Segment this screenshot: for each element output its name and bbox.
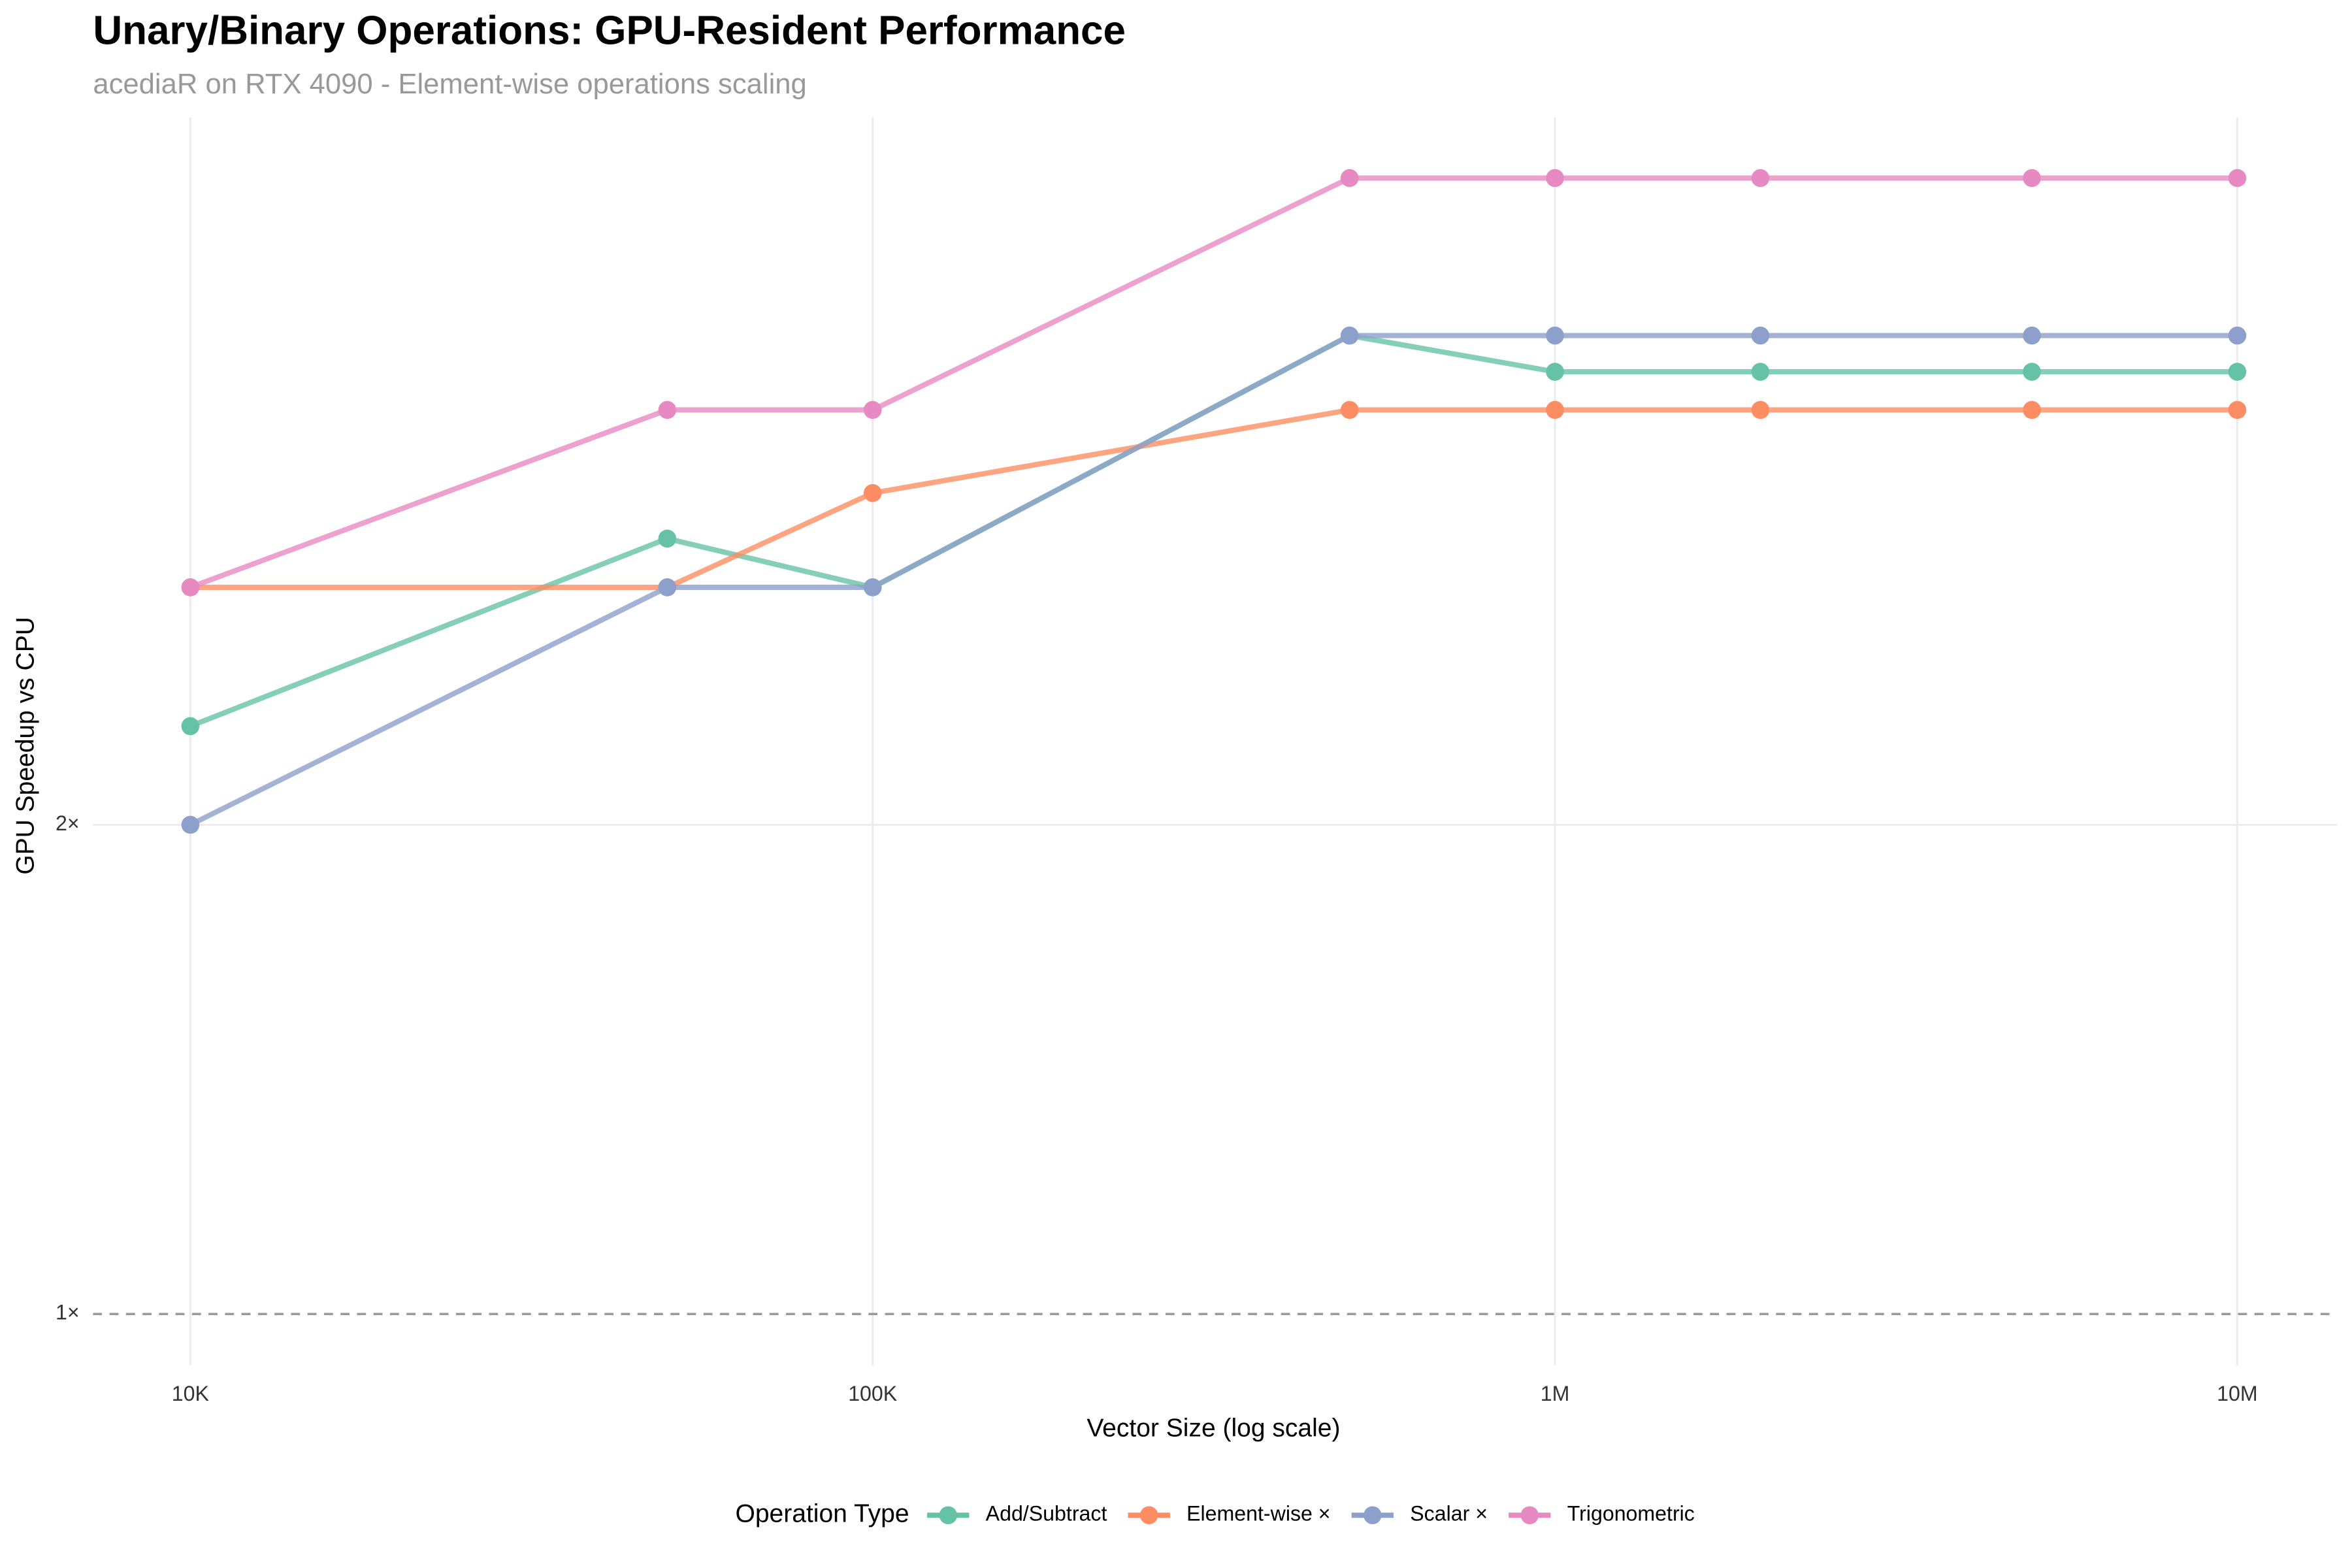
- data-point: [1751, 363, 1770, 381]
- grid: [93, 117, 2338, 1365]
- data-point: [1751, 400, 1770, 419]
- data-point: [863, 400, 882, 419]
- data-point: [1546, 169, 1564, 188]
- y-tick-label: 1×: [56, 1301, 80, 1324]
- data-point: [2228, 400, 2247, 419]
- data-point: [1546, 400, 1564, 419]
- data-point: [2228, 169, 2247, 188]
- data-point: [2228, 326, 2247, 345]
- data-point: [658, 400, 677, 419]
- data-point: [1751, 169, 1770, 188]
- data-point: [658, 529, 677, 548]
- y-tick-label: 2×: [56, 811, 80, 835]
- x-tick-label: 10M: [2217, 1382, 2257, 1405]
- legend-key-point: [1520, 1506, 1539, 1525]
- legend-label: Add/Subtract: [986, 1502, 1107, 1526]
- series-line: [189, 333, 2238, 828]
- data-point: [2023, 169, 2041, 188]
- legend-key-point: [1139, 1506, 1158, 1525]
- data-point: [2023, 363, 2041, 381]
- x-axis-title: Vector Size (log scale): [1086, 1414, 1340, 1443]
- y-axis-title: GPU Speedup vs CPU: [12, 617, 40, 875]
- legend-label: Scalar ×: [1410, 1502, 1488, 1526]
- data-point: [658, 578, 677, 596]
- data-point: [1546, 363, 1564, 381]
- data-point: [863, 578, 882, 596]
- legend: Operation Type Add/Subtract Element-wise ×…: [736, 1500, 1695, 1528]
- data-point: [181, 578, 200, 596]
- data-point: [1546, 326, 1564, 345]
- x-tick-label: 100K: [848, 1382, 898, 1405]
- data-point: [1340, 326, 1359, 345]
- x-tick-label: 1M: [1541, 1382, 1570, 1405]
- legend-label: Trigonometric: [1567, 1502, 1695, 1526]
- series-line: [190, 407, 2238, 590]
- data-point: [1340, 169, 1359, 188]
- data-point: [2023, 400, 2041, 419]
- chart-subtitle: acediaR on RTX 4090 - Element-wise opera…: [93, 69, 806, 100]
- data-point: [181, 717, 200, 736]
- data-point: [863, 483, 882, 502]
- legend-key-point: [1364, 1506, 1382, 1525]
- legend-title: Operation Type: [736, 1500, 909, 1528]
- data-point: [2023, 326, 2041, 345]
- x-tick-label: 10K: [172, 1382, 210, 1405]
- data-point: [181, 815, 200, 834]
- series-line: [189, 175, 2238, 590]
- legend-key-point: [939, 1506, 958, 1525]
- data-point: [1751, 326, 1770, 345]
- data-point: [2228, 363, 2247, 381]
- series-line: [189, 333, 2238, 729]
- legend-label: Element-wise ×: [1186, 1502, 1331, 1526]
- chart-title: Unary/Binary Operations: GPU-Resident Pe…: [93, 8, 1126, 53]
- data-point: [1340, 400, 1359, 419]
